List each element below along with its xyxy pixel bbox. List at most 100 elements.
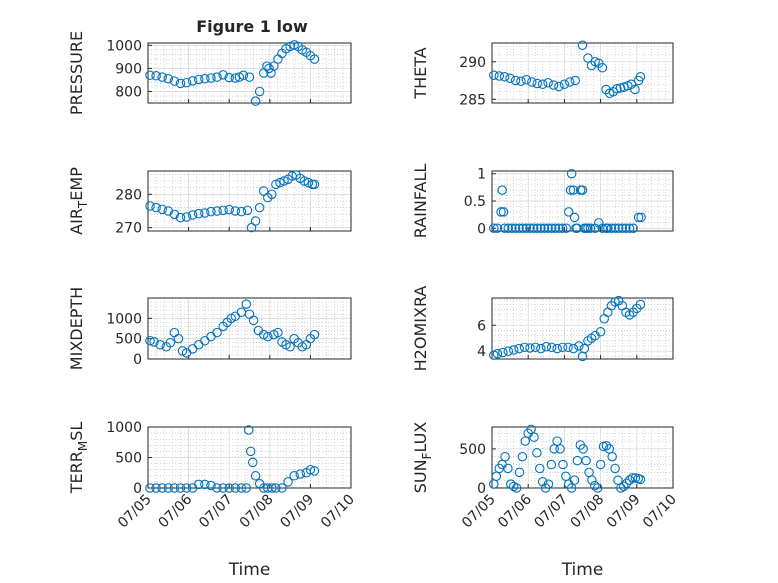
air_temp-data-point — [271, 179, 281, 190]
rainfall-data-point — [550, 223, 561, 234]
rainfall-data-point — [606, 223, 617, 234]
air_temp-data-point — [250, 216, 261, 226]
h2omixra-data-point — [579, 343, 590, 354]
terr_msl-xtick-label: 07/08 — [237, 492, 277, 532]
panel-pressure: 800 900 1000 PRESSURE — [67, 31, 352, 115]
sun_flux-data-point — [624, 475, 635, 485]
sun_flux-data-point — [635, 474, 646, 485]
panel-air_temp: 270 280 AIRTEMP — [67, 167, 352, 237]
sun_flux-ytick-label: 500 — [459, 442, 486, 458]
air_temp-data-point — [242, 205, 253, 216]
sun_flux-data-point — [581, 455, 591, 466]
mixdepth-data-point — [155, 340, 165, 350]
pressure-data-point — [269, 61, 279, 71]
mixdepth-axes-frame — [147, 297, 352, 360]
rainfall-data-point — [603, 223, 613, 234]
air_temp-data-point — [275, 177, 285, 188]
sun_flux-xtick-label: 07/06 — [495, 491, 535, 531]
pressure-data-point — [262, 61, 272, 71]
terr_msl-data-point — [289, 471, 299, 481]
h2omixra-data-point — [563, 342, 573, 353]
terr_msl-data-point — [200, 479, 210, 490]
sun_flux-data-point — [569, 475, 580, 485]
theta-ytick-label: 290 — [459, 55, 486, 71]
pressure-data-point — [181, 77, 192, 88]
pressure-data-point — [230, 73, 241, 83]
rainfall-data-point — [617, 223, 628, 234]
theta-data-point — [532, 78, 542, 89]
mixdepth-data-point — [241, 299, 252, 309]
pressure-data-point — [289, 40, 299, 50]
rainfall-data-point — [583, 223, 593, 234]
theta-data-point — [516, 76, 526, 87]
theta-data-point — [494, 71, 504, 81]
sun_flux-data-point — [532, 448, 542, 458]
theta-data-point — [635, 72, 646, 82]
sun_flux-data-point — [511, 483, 522, 493]
theta-data-point — [615, 83, 626, 93]
rainfall-data-point — [572, 223, 582, 234]
h2omixra-plot-area — [491, 297, 674, 360]
pressure-ytick-label: 1000 — [106, 38, 142, 54]
terr_msl-ytick-label: 1000 — [106, 420, 142, 436]
theta-data-point — [537, 79, 548, 90]
terr_msl-data-point — [218, 483, 228, 493]
rainfall-data-point — [528, 223, 539, 234]
theta-axes-frame — [491, 42, 674, 104]
terr_msl-data-point — [151, 483, 161, 493]
rainfall-data-point — [532, 223, 542, 234]
rainfall-data-point — [521, 223, 532, 234]
mixdepth-data-point — [173, 333, 184, 344]
panel-rainfall: 0 0.5 1 RAINFALL — [411, 164, 674, 238]
sun_flux-data-point — [607, 451, 617, 462]
mixdepth-data-point — [145, 335, 155, 346]
terr_msl-data-point — [283, 477, 293, 487]
theta-ytick-label: 285 — [459, 92, 486, 108]
pressure-data-point — [151, 71, 161, 81]
sun_flux-plot-area — [491, 426, 674, 489]
h2omixra-data-point — [492, 349, 503, 359]
panel-sun_flux: 0 500 SUNFLUX 07/0507/0607/0707/0807/0907/1… — [411, 422, 680, 580]
pressure-data-point — [244, 72, 255, 82]
panel-h2omixra: 4 6 H2OMIXRA — [411, 286, 674, 371]
h2omixra-axes-frame — [491, 297, 674, 360]
panel-theta: 285 290 THETA — [411, 40, 674, 108]
terr_msl-data-point — [157, 483, 167, 493]
mixdepth-plot-area — [147, 297, 352, 360]
air_temp-data-point — [236, 206, 247, 217]
h2omixra-data-point — [514, 343, 524, 354]
pressure-data-point — [206, 73, 216, 83]
pressure-data-point — [254, 86, 265, 97]
theta-data-point — [510, 75, 521, 86]
terr_msl-data-point — [236, 483, 247, 493]
sun_flux-data-point — [535, 463, 545, 474]
theta-data-point — [565, 77, 575, 87]
terr_msl-data-point — [245, 446, 256, 457]
rainfall-ytick-label: 0.5 — [464, 194, 486, 210]
air_temp-data-point — [200, 208, 210, 218]
h2omixra-data-point — [557, 342, 568, 353]
mixdepth-data-point — [165, 337, 176, 348]
theta-data-point — [505, 73, 515, 84]
h2omixra-data-point — [552, 343, 562, 354]
sun_flux-data-point — [610, 463, 620, 474]
rainfall-data-point — [536, 223, 546, 234]
sun_flux-data-point — [590, 480, 600, 491]
rainfall-data-point — [568, 185, 579, 195]
rainfall-data-point — [543, 223, 553, 234]
air_temp-data-point — [224, 204, 234, 215]
sun_flux-xtick-label: 07/09 — [604, 492, 644, 532]
rainfall-data-point — [489, 223, 499, 234]
rainfall-ytick-label: 0 — [477, 221, 486, 237]
mixdepth-data-point — [273, 327, 283, 338]
pressure-axes-frame — [147, 42, 352, 104]
rainfall-data-point — [518, 223, 528, 234]
sun_flux-xtick-label: 07/10 — [640, 492, 680, 532]
air_temp-data-point — [218, 205, 228, 216]
theta-data-point — [597, 62, 608, 73]
theta-data-point — [554, 81, 564, 92]
sun_flux-ytick-label: 0 — [477, 481, 486, 497]
sun_flux-data-point — [601, 441, 612, 451]
terr_msl-xtick-label: 07/10 — [318, 492, 358, 532]
